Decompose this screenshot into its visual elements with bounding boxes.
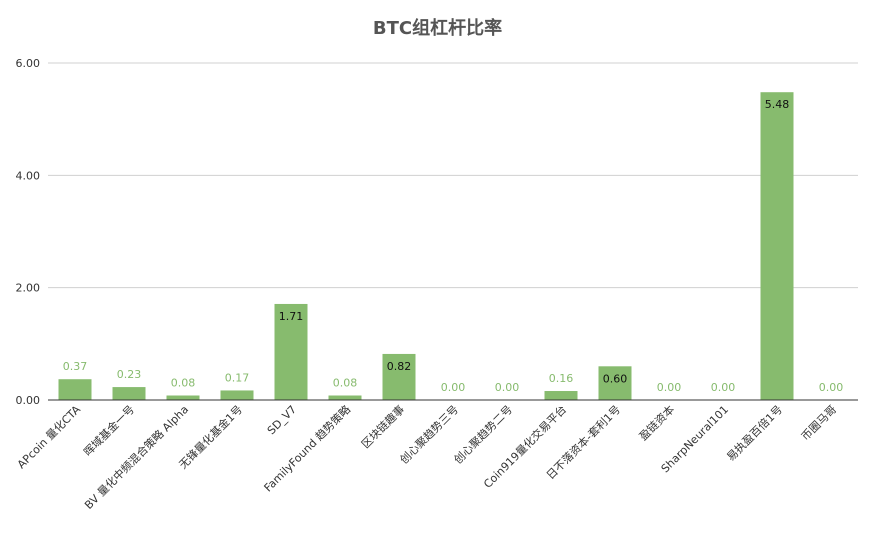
bar — [274, 303, 308, 400]
x-tick-label: BV 量化中频混合策略 Alpha — [82, 402, 192, 512]
data-label: 0.82 — [387, 360, 412, 373]
bar — [328, 395, 362, 400]
x-tick-label: 晖域基金一号 — [81, 402, 138, 459]
data-label: 5.48 — [765, 98, 790, 111]
bar — [598, 366, 632, 400]
chart-title: BTC组杠杆比率 — [372, 18, 503, 39]
bar — [58, 379, 92, 400]
x-tick-label: 币圈马哥 — [799, 403, 839, 443]
x-tick-label: 易执盈百倍1号 — [724, 402, 786, 464]
y-tick-label: 6.00 — [16, 57, 41, 70]
x-tick-label: APcoin 量化CTA — [14, 402, 83, 471]
data-label: 0.00 — [819, 381, 844, 394]
data-label: 1.71 — [279, 310, 304, 323]
data-label: 0.00 — [657, 381, 682, 394]
data-label: 0.16 — [549, 372, 574, 385]
x-tick-label: SD_V7 — [265, 403, 299, 437]
data-label: 0.00 — [495, 381, 520, 394]
x-tick-label: 盈链资本 — [636, 402, 677, 443]
y-tick-label: 2.00 — [16, 282, 41, 295]
y-tick-label: 4.00 — [16, 169, 41, 182]
y-tick-label: 0.00 — [16, 394, 41, 407]
bar — [544, 391, 578, 400]
data-label: 0.60 — [603, 372, 628, 385]
data-label: 0.00 — [711, 381, 736, 394]
bar — [382, 353, 416, 400]
x-tick-label: 区块链趣事 — [358, 402, 407, 451]
bar — [220, 390, 254, 400]
x-tick-label: FamilyFound 趋势策略 — [261, 402, 353, 494]
bar — [112, 387, 146, 400]
data-label: 0.37 — [63, 360, 88, 373]
data-label: 0.17 — [225, 371, 250, 384]
bar — [166, 395, 200, 400]
data-label: 0.08 — [171, 377, 196, 390]
bar — [760, 92, 794, 400]
data-label: 0.23 — [117, 368, 142, 381]
data-label: 0.08 — [333, 377, 358, 390]
data-label: 0.00 — [441, 381, 466, 394]
